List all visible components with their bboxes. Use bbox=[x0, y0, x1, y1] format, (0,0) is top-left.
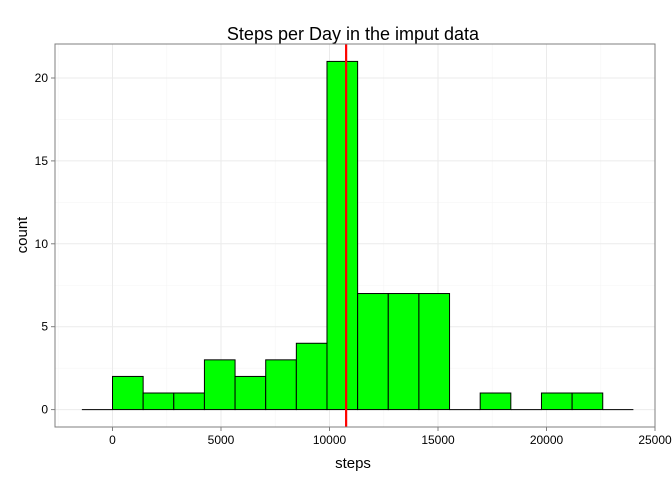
histogram-bar bbox=[387, 293, 420, 411]
x-tick-label: 10000 bbox=[313, 433, 347, 447]
plot-panel-border bbox=[54, 43, 656, 428]
histogram-bar bbox=[295, 342, 328, 411]
histogram-bar bbox=[112, 375, 144, 411]
x-axis-label: steps bbox=[335, 455, 371, 472]
histogram-bar bbox=[540, 392, 573, 411]
chart-title: Steps per Day in the imput data bbox=[227, 24, 480, 44]
histogram-bar bbox=[142, 392, 175, 411]
histogram-bar bbox=[326, 60, 359, 411]
y-axis-ticks: 0 5 10 15 20 bbox=[35, 71, 55, 417]
histogram-bar bbox=[479, 392, 512, 411]
histogram-bar bbox=[265, 359, 297, 411]
histogram-bar bbox=[418, 293, 451, 411]
histogram-bars bbox=[81, 60, 634, 411]
y-axis-label: count bbox=[14, 216, 31, 254]
y-tick-label: 20 bbox=[35, 71, 49, 85]
histogram-bar bbox=[357, 293, 389, 411]
histogram-bar bbox=[234, 375, 267, 411]
y-tick-label: 15 bbox=[35, 154, 49, 168]
histogram-bar bbox=[571, 392, 604, 411]
y-tick-label: 5 bbox=[41, 320, 48, 334]
histogram-bar bbox=[203, 359, 236, 411]
histogram-bar bbox=[173, 392, 205, 411]
x-axis-ticks: 0 5000 10000 15000 20000 25000 bbox=[109, 427, 672, 447]
x-tick-label: 25000 bbox=[638, 433, 672, 447]
x-tick-label: 15000 bbox=[421, 433, 455, 447]
y-tick-label: 10 bbox=[35, 237, 49, 251]
x-tick-label: 5000 bbox=[208, 433, 235, 447]
x-tick-label: 0 bbox=[109, 433, 116, 447]
x-tick-label: 20000 bbox=[530, 433, 564, 447]
y-tick-label: 0 bbox=[41, 403, 48, 417]
